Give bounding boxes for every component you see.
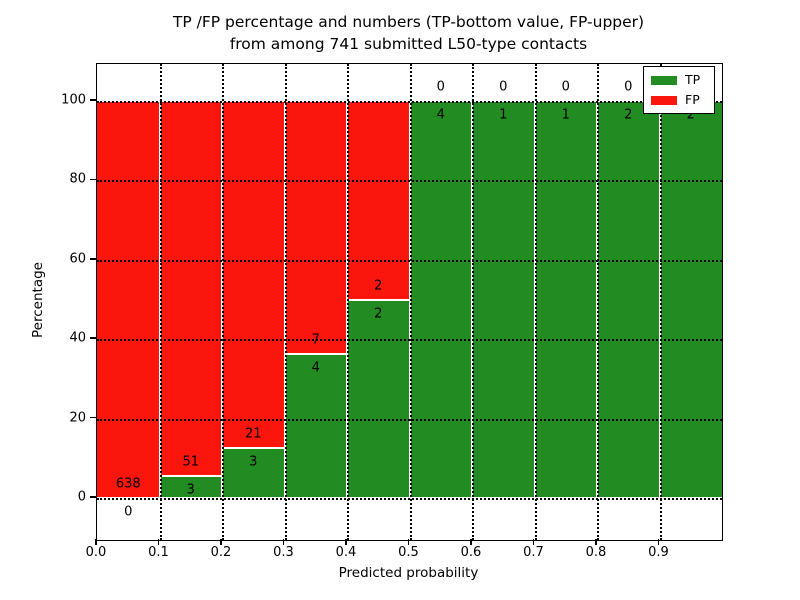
gridline-horizontal (97, 101, 722, 103)
y-tick-label: 20 (69, 410, 86, 426)
gridline-vertical (409, 64, 412, 540)
x-tick-mark (595, 539, 597, 545)
legend-item-tp: TP (644, 70, 714, 90)
bar-fp-segment (97, 101, 160, 498)
bar-tp-segment (409, 101, 472, 498)
bar-edge (347, 298, 410, 301)
tp-count-label: 4 (311, 360, 320, 376)
x-tick-mark (470, 539, 472, 545)
chart-title-line2: from among 741 submitted L50-type contac… (229, 35, 588, 53)
x-tick-label: 0.9 (648, 545, 669, 560)
bar-fp-segment (159, 101, 222, 476)
bar-edge (159, 474, 222, 477)
bar-tp-segment (597, 101, 660, 498)
y-tick-mark (90, 496, 96, 498)
x-tick-label: 0.6 (460, 545, 482, 560)
gridline-horizontal (97, 259, 722, 262)
bar-edge (222, 447, 285, 450)
legend: TP FP (643, 66, 715, 114)
bar-fp-segment (347, 101, 410, 300)
bar-tp-segment (159, 475, 222, 498)
gridline-vertical (659, 64, 662, 540)
y-tick-mark (90, 416, 96, 419)
tp-count-label: 1 (561, 107, 570, 123)
x-tick-label: 0.4 (335, 545, 357, 560)
legend-item-fp: FP (644, 90, 714, 110)
x-tick-label: 0.7 (523, 545, 544, 560)
tp-count-label: 2 (374, 306, 383, 321)
legend-label: FP (685, 92, 700, 107)
gridline-vertical (597, 64, 599, 540)
fp-count-label: 0 (436, 79, 445, 95)
chart-title-line1: TP /FP percentage and numbers (TP-bottom… (172, 13, 645, 31)
gridline-vertical (222, 64, 224, 540)
bar-tp-segment (284, 353, 347, 498)
fp-count-label: 7 (311, 332, 320, 348)
y-tick-mark (90, 337, 96, 339)
tp-count-label: 4 (436, 107, 445, 123)
x-tick-mark (407, 539, 410, 545)
bar-edge (284, 352, 347, 355)
bar-fp-segment (222, 101, 285, 449)
x-tick-mark (657, 539, 660, 545)
bar-tp-segment (534, 101, 597, 498)
y-tick-mark (90, 178, 96, 181)
tp-count-label: 2 (624, 107, 633, 123)
bar-fp-segment (284, 101, 347, 354)
legend-label: TP (685, 72, 701, 87)
gridline-vertical (159, 64, 162, 540)
gridline-horizontal (97, 498, 722, 500)
tp-count-label: 3 (249, 454, 258, 470)
chart-title: TP /FP percentage and numbers (TP-bottom… (96, 11, 721, 55)
x-tick-mark (157, 539, 160, 545)
gridline-horizontal (97, 339, 722, 342)
plot-area: 638051321374220401010202 (96, 63, 723, 541)
gridline-horizontal (97, 180, 722, 183)
legend-swatch-fp (651, 96, 677, 105)
bar-tp-segment (347, 299, 410, 498)
x-tick-label: 0.0 (85, 545, 107, 560)
tp-count-label: 1 (499, 107, 508, 123)
y-tick-label: 80 (69, 171, 86, 187)
x-axis-label: Predicted probability (338, 565, 479, 581)
fp-count-label: 0 (499, 79, 508, 95)
y-tick-label: 40 (69, 330, 86, 346)
x-tick-label: 0.1 (148, 545, 169, 560)
fp-count-label: 0 (624, 79, 633, 95)
x-tick-mark (345, 539, 347, 545)
fp-count-label: 21 (244, 426, 262, 442)
x-tick-mark (532, 539, 535, 545)
x-tick-label: 0.2 (210, 545, 232, 560)
y-axis-label: Percentage (30, 262, 46, 338)
fp-count-label: 2 (374, 278, 383, 293)
x-tick-label: 0.3 (273, 545, 294, 560)
y-tick-label: 100 (61, 92, 86, 108)
fp-count-label: 51 (182, 454, 200, 470)
x-tick-label: 0.8 (585, 545, 607, 560)
bar-tp-segment (222, 448, 285, 498)
gridline-vertical (472, 64, 474, 540)
gridline-horizontal (97, 418, 722, 421)
gridline-vertical (284, 64, 287, 540)
fp-count-label: 0 (561, 79, 570, 95)
gridline-vertical (347, 64, 349, 540)
bar-tp-segment (472, 101, 535, 498)
y-tick-mark (90, 258, 96, 260)
x-tick-label: 0.5 (398, 545, 419, 560)
gridline-vertical (534, 64, 537, 540)
legend-swatch-tp (651, 76, 677, 85)
tp-count-label: 2 (686, 107, 695, 123)
x-tick-mark (220, 539, 222, 545)
x-tick-mark (282, 539, 285, 545)
x-tick-mark (95, 539, 97, 545)
y-tick-mark (90, 99, 96, 101)
bar-tp-segment (659, 101, 722, 498)
fp-count-label: 638 (115, 476, 141, 492)
y-tick-label: 60 (69, 251, 86, 267)
y-tick-label: 0 (77, 489, 86, 505)
tp-count-label: 0 (124, 504, 133, 520)
tp-count-label: 3 (186, 482, 195, 498)
